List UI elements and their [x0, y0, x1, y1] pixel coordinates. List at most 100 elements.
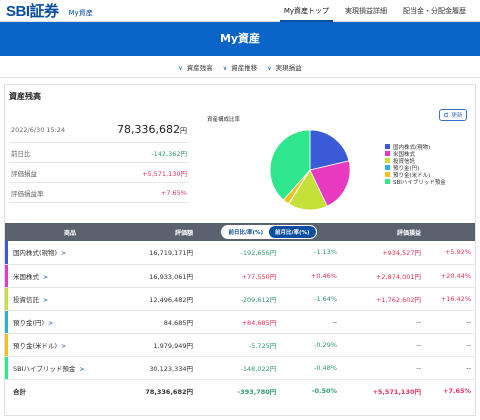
col-product: 商品 — [5, 223, 135, 241]
header-subtitle: My資産 — [68, 8, 93, 17]
pl-cell: +1,762,602円 — [341, 287, 425, 311]
total-pl: +5,571,130円 — [372, 388, 421, 397]
chevron-right-icon: > — [48, 319, 54, 327]
product-name: 預り金(円) > — [5, 310, 135, 334]
product-link[interactable]: 米国株式 — [13, 272, 39, 281]
table-row: 投資信託 >12,496,482円 -209,612円 -1.64% +1,762,60… — [5, 287, 475, 311]
product-link[interactable]: 預り金(円) — [13, 318, 45, 327]
value-cell: 84,685円 — [135, 310, 197, 334]
change-rate-cell: -0.29% — [280, 333, 341, 357]
col-unrealized-pl: 評価損益 — [341, 223, 425, 241]
chevron-right-icon: > — [61, 342, 67, 350]
page-title-banner: My資産 — [0, 22, 480, 56]
legend-label: 投資信託 — [393, 158, 416, 165]
change-cell: +84,685円 — [197, 310, 281, 334]
product-name: SBIハイブリッド預金 > — [5, 356, 135, 380]
product-link[interactable]: 国内株式(現物) — [13, 249, 58, 258]
table-header: 商品 評価額 前日比/率(%) 前月比/率(%) 評価損益 — [5, 223, 475, 241]
change-period-toggle: 前日比/率(%) 前月比/率(%) — [221, 225, 317, 239]
table-row: 預り金(円) >84,685円 +84,685円 -- -- -- — [5, 310, 475, 334]
pl-cell: +2,874,001円 — [341, 264, 425, 288]
change-rate-cell: +0.46% — [280, 264, 341, 288]
legend-item: SBIハイブリッド預金 — [385, 178, 446, 186]
pl-rate-cell: -- — [425, 356, 475, 380]
product-link[interactable]: 預り金(米ドル) — [13, 341, 58, 350]
subtab-asset-balance[interactable]: ∨ 資産残高 — [178, 63, 213, 72]
total-row: 合計 78,336,682円 -393,780円 -0.50% +5,571,130円 +… — [5, 379, 475, 403]
table-row: 米国株式 >16,933,061円 +77,550円 +0.46% +2,874,001… — [5, 264, 475, 288]
pl-cell: -- — [341, 333, 425, 357]
top-nav: SBI証券 My資産 My資産トップ 実現損益詳細 配当金・分配金履歴 — [0, 0, 480, 22]
change-cell: -192,656円 — [197, 241, 281, 265]
total-row: 2022/6/30 15:24 78,336,682円 — [9, 117, 189, 143]
subtab-realized-pl[interactable]: ∨ 実現損益 — [267, 63, 302, 72]
category-color-bar — [5, 356, 8, 379]
total-change: -393,780円 — [237, 388, 277, 397]
legend-swatch — [385, 144, 390, 149]
legend-swatch — [385, 172, 390, 177]
chevron-right-icon: > — [43, 273, 49, 281]
toggle-month-change[interactable]: 前月比/率(%) — [269, 226, 316, 238]
pl-cell: -- — [341, 356, 425, 380]
header-nav: My資産トップ 実現損益詳細 配当金・分配金履歴 — [276, 0, 474, 22]
value-cell: 30,123,334円 — [135, 356, 197, 380]
total-value: 78,336,682円 — [145, 388, 193, 397]
chevron-down-icon: ∨ — [178, 64, 183, 72]
sbi-logo[interactable]: SBI証券 — [6, 3, 59, 20]
change-rate-cell: -0.48% — [280, 356, 341, 380]
change-rate-cell: -1.64% — [280, 287, 341, 311]
nav-dividend-history[interactable]: 配当金・分配金履歴 — [403, 7, 466, 15]
product-link[interactable]: 投資信託 — [13, 295, 39, 304]
change-rate-cell: -- — [280, 310, 341, 334]
total-change-rate: -0.50% — [311, 387, 337, 396]
balance-summary: 2022/6/30 15:24 78,336,682円 前日比 -142,362… — [9, 117, 189, 203]
toggle-day-change[interactable]: 前日比/率(%) — [222, 226, 269, 238]
change-rate-cell: -1.13% — [280, 241, 341, 265]
category-color-bar — [5, 310, 8, 333]
nav-realized-pl-detail[interactable]: 実現損益詳細 — [345, 7, 387, 15]
chevron-right-icon: > — [79, 365, 85, 373]
category-color-bar — [5, 287, 8, 310]
product-link[interactable]: SBIハイブリッド預金 — [13, 364, 76, 373]
pl-cell: -- — [341, 310, 425, 334]
pie-slice-1 — [309, 160, 351, 207]
product-name: 米国株式 > — [5, 264, 135, 288]
subtab-asset-history[interactable]: ∨ 資産推移 — [222, 63, 258, 72]
table-row: 預り金(米ドル) >1,979,949円 -5,725円 -0.29% -- -- — [5, 333, 475, 357]
refresh-icon — [444, 112, 449, 118]
legend-item: 国内株式(現物) — [385, 143, 446, 151]
total-balance: 78,336,682円 — [117, 123, 187, 136]
pie-slice-5 — [269, 129, 311, 201]
change-cell: +77,550円 — [197, 264, 281, 288]
legend-item: 投資信託 — [385, 157, 446, 165]
col-unrealized-pl-rate — [425, 223, 475, 241]
pl-rate-cell: +5.92% — [425, 241, 475, 265]
legend-label: 米国株式 — [393, 151, 416, 158]
legend-swatch — [385, 151, 390, 156]
legend-swatch — [385, 179, 390, 184]
total-label: 合計 — [13, 388, 26, 397]
product-name: 国内株式(現物) > — [5, 241, 135, 265]
legend-swatch — [385, 158, 390, 163]
nav-my-assets-top[interactable]: My資産トップ — [276, 0, 337, 22]
change-cell: -209,612円 — [197, 287, 281, 311]
product-name: 預り金(米ドル) > — [5, 333, 135, 357]
category-color-bar — [5, 333, 8, 356]
summary-row-unrealized-pl-rate: 評価損益率 +7.65% — [9, 183, 189, 203]
table-row: SBIハイブリッド預金 >30,123,334円 -148,022円 -0.48% --… — [5, 356, 475, 380]
col-value: 評価額 — [135, 223, 197, 241]
sub-tabs: ∨ 資産残高 ∨ 資産推移 ∨ 実現損益 — [0, 56, 480, 78]
refresh-button[interactable]: 更新 — [439, 109, 467, 121]
legend-label: SBIハイブリッド預金 — [393, 179, 446, 186]
holdings-table: 商品 評価額 前日比/率(%) 前月比/率(%) 評価損益 国内株式(現物) >1… — [5, 223, 475, 403]
chevron-down-icon: ∨ — [267, 64, 272, 72]
total-pl-rate: +7.65% — [443, 387, 471, 396]
category-color-bar — [5, 241, 8, 264]
chevron-right-icon: > — [61, 250, 67, 258]
chevron-right-icon: > — [43, 296, 49, 304]
col-change: 前日比/率(%) 前月比/率(%) — [197, 223, 341, 241]
legend-item: 預り金(米ドル) — [385, 171, 446, 179]
table-row: 国内株式(現物) >16,719,171円 -192,656円 -1.13% +934,… — [5, 241, 475, 265]
change-cell: -5,725円 — [197, 333, 281, 357]
section-title: 資産残高 — [9, 92, 41, 101]
